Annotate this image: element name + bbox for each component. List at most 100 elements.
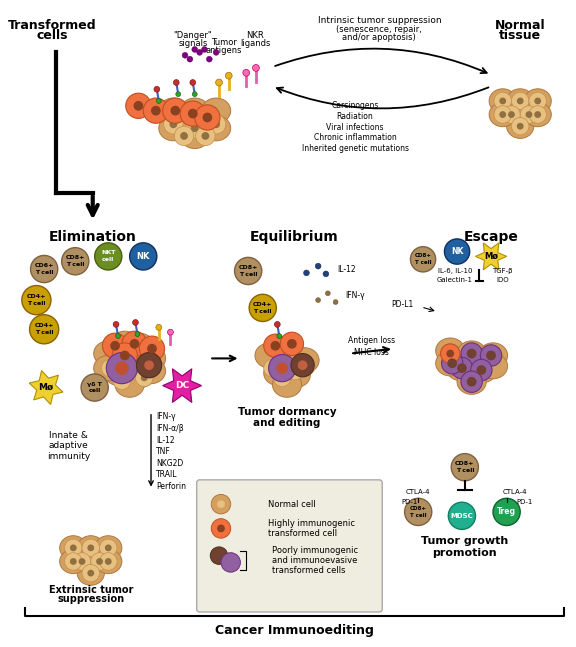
- Text: Normal cell: Normal cell: [268, 499, 315, 509]
- Text: cell: cell: [102, 258, 115, 262]
- Ellipse shape: [180, 98, 209, 124]
- Text: NK: NK: [451, 247, 463, 256]
- Text: T cell: T cell: [66, 262, 85, 267]
- Polygon shape: [162, 369, 202, 402]
- Text: TGF-β: TGF-β: [492, 268, 513, 274]
- Ellipse shape: [137, 358, 165, 384]
- Text: Highly immunogenic: Highly immunogenic: [268, 519, 355, 528]
- Circle shape: [105, 545, 112, 551]
- Ellipse shape: [94, 355, 123, 380]
- Ellipse shape: [169, 112, 199, 137]
- Text: and/or apoptosis): and/or apoptosis): [343, 33, 416, 42]
- Circle shape: [277, 334, 282, 338]
- Circle shape: [144, 360, 154, 370]
- Text: CD8+: CD8+: [415, 254, 431, 258]
- Circle shape: [131, 367, 138, 375]
- FancyBboxPatch shape: [196, 480, 382, 612]
- Circle shape: [79, 558, 85, 565]
- Circle shape: [211, 494, 230, 514]
- Text: PD-L1: PD-L1: [391, 300, 414, 309]
- Ellipse shape: [281, 362, 310, 388]
- Circle shape: [135, 369, 153, 386]
- Ellipse shape: [104, 360, 134, 386]
- Circle shape: [31, 256, 58, 283]
- Text: T cell: T cell: [35, 330, 54, 335]
- Circle shape: [113, 322, 119, 327]
- Circle shape: [70, 545, 77, 551]
- Polygon shape: [476, 243, 507, 270]
- Ellipse shape: [516, 102, 543, 127]
- Circle shape: [503, 106, 520, 124]
- Circle shape: [202, 132, 209, 140]
- Circle shape: [122, 331, 147, 356]
- Circle shape: [156, 324, 162, 330]
- Circle shape: [221, 553, 240, 572]
- Text: T cell: T cell: [410, 513, 426, 518]
- Circle shape: [211, 519, 230, 538]
- Circle shape: [154, 86, 160, 93]
- Text: Galectin-1: Galectin-1: [437, 277, 473, 283]
- Text: Tumor dormancy: Tumor dormancy: [238, 407, 336, 417]
- Circle shape: [110, 341, 120, 351]
- Circle shape: [126, 362, 143, 380]
- Circle shape: [271, 341, 281, 351]
- Text: CD8+: CD8+: [410, 506, 427, 511]
- Circle shape: [264, 359, 281, 377]
- Ellipse shape: [255, 343, 284, 368]
- Ellipse shape: [489, 89, 516, 113]
- Circle shape: [316, 298, 321, 303]
- Circle shape: [493, 498, 520, 525]
- Circle shape: [225, 72, 232, 79]
- Text: IFN-γ: IFN-γ: [346, 291, 365, 300]
- Polygon shape: [29, 371, 63, 404]
- Circle shape: [139, 336, 165, 361]
- Ellipse shape: [126, 362, 155, 388]
- Circle shape: [94, 243, 122, 270]
- Circle shape: [65, 553, 82, 570]
- Circle shape: [274, 322, 281, 327]
- Circle shape: [217, 525, 225, 532]
- Circle shape: [185, 118, 204, 138]
- Circle shape: [276, 362, 288, 374]
- Circle shape: [141, 375, 147, 381]
- Circle shape: [264, 334, 287, 357]
- Text: Cancer Immunoediting: Cancer Immunoediting: [215, 624, 374, 637]
- Text: CD6+: CD6+: [35, 263, 54, 268]
- Circle shape: [115, 361, 128, 375]
- Circle shape: [325, 291, 330, 296]
- Ellipse shape: [191, 112, 220, 137]
- Text: cells: cells: [36, 29, 67, 42]
- Text: IFN-γ: IFN-γ: [156, 412, 176, 421]
- Circle shape: [70, 558, 77, 565]
- Circle shape: [130, 243, 157, 270]
- Circle shape: [243, 69, 249, 76]
- Circle shape: [196, 126, 215, 146]
- Ellipse shape: [264, 360, 293, 386]
- Text: antigens: antigens: [206, 46, 242, 55]
- Circle shape: [457, 363, 467, 373]
- Circle shape: [494, 93, 511, 110]
- Circle shape: [404, 498, 432, 525]
- Ellipse shape: [202, 116, 230, 141]
- Text: CD4+: CD4+: [26, 294, 46, 299]
- Circle shape: [170, 106, 180, 116]
- Ellipse shape: [507, 89, 534, 113]
- Circle shape: [88, 570, 94, 576]
- Text: Transformed: Transformed: [7, 19, 96, 32]
- Circle shape: [525, 111, 532, 118]
- Ellipse shape: [479, 353, 507, 378]
- Circle shape: [151, 106, 161, 116]
- Circle shape: [162, 98, 188, 124]
- Ellipse shape: [435, 351, 465, 376]
- Circle shape: [274, 369, 291, 386]
- Text: PD-1: PD-1: [516, 499, 532, 505]
- Circle shape: [446, 349, 454, 357]
- Text: TNF: TNF: [156, 447, 170, 456]
- Circle shape: [480, 345, 502, 366]
- Ellipse shape: [60, 549, 87, 574]
- Text: Chronic inflammation: Chronic inflammation: [314, 133, 396, 142]
- Text: T cell: T cell: [456, 468, 474, 473]
- Circle shape: [279, 375, 286, 381]
- Text: cell: cell: [89, 388, 101, 393]
- Circle shape: [268, 355, 296, 382]
